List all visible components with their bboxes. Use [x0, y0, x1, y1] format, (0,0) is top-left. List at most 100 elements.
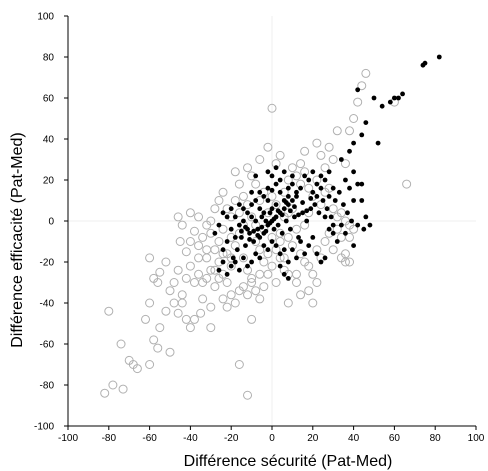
open-point — [194, 212, 204, 222]
open-point — [267, 261, 277, 271]
filled-point — [287, 226, 293, 232]
open-point — [238, 253, 248, 263]
filled-point — [326, 169, 332, 175]
filled-point — [259, 214, 265, 220]
filled-point — [283, 218, 289, 224]
filled-point — [281, 247, 287, 253]
filled-point — [359, 181, 365, 187]
open-point — [243, 290, 253, 300]
filled-point — [251, 239, 257, 244]
open-point — [340, 159, 350, 169]
open-point — [259, 282, 269, 292]
filled-point — [232, 259, 238, 265]
filled-point — [257, 189, 263, 195]
filled-point — [343, 230, 348, 236]
filled-point — [249, 189, 255, 195]
filled-point — [259, 224, 265, 230]
filled-point — [318, 259, 324, 265]
open-point — [312, 278, 322, 287]
y-axis-title: Différence efficacité (Pat-Med) — [9, 132, 26, 348]
filled-point — [292, 214, 297, 220]
filled-point — [245, 263, 250, 269]
filled-point — [277, 263, 283, 269]
filled-point — [294, 194, 299, 199]
open-point — [234, 179, 244, 189]
filled-point — [271, 226, 277, 232]
filled-point — [290, 198, 295, 203]
y-tick-label: 40 — [43, 135, 55, 146]
x-tick-label: 0 — [269, 433, 275, 444]
filled-point — [281, 206, 287, 212]
open-point — [210, 282, 220, 292]
filled-point — [314, 181, 320, 187]
open-point — [202, 245, 212, 255]
open-point — [357, 81, 367, 91]
open-point — [153, 343, 163, 353]
filled-point — [310, 189, 316, 195]
filled-point — [265, 247, 271, 253]
filled-point — [251, 228, 257, 234]
open-point — [161, 306, 171, 316]
filled-point — [300, 200, 305, 205]
filled-point — [310, 235, 316, 240]
filled-point — [306, 243, 312, 249]
filled-point — [220, 247, 226, 253]
open-point — [181, 273, 191, 283]
filled-point — [269, 239, 275, 244]
filled-point — [322, 177, 328, 183]
filled-point — [241, 206, 246, 212]
open-point — [324, 142, 334, 152]
open-point — [255, 269, 265, 279]
filled-point — [306, 177, 312, 183]
open-point — [320, 163, 330, 173]
y-axis-ticks: 100 80 60 40 20 0 -20 -40 -60 -80 -100 — [34, 12, 68, 433]
open-point — [283, 298, 293, 308]
open-point — [259, 257, 269, 267]
filled-point — [234, 247, 240, 253]
filled-point — [312, 202, 318, 208]
filled-point — [400, 91, 405, 97]
filled-point — [351, 243, 356, 249]
open-point — [177, 298, 187, 308]
open-point — [234, 360, 244, 369]
filled-point — [239, 235, 244, 240]
open-point — [308, 269, 318, 279]
filled-point — [324, 206, 330, 212]
filled-point — [269, 187, 275, 193]
open-point — [145, 360, 155, 369]
filled-point — [302, 173, 308, 179]
open-point — [349, 224, 359, 234]
filled-point — [298, 185, 303, 191]
filled-point — [273, 165, 279, 171]
open-point — [402, 179, 412, 189]
open-point — [271, 200, 281, 210]
filled-point — [363, 120, 369, 125]
open-point — [349, 114, 359, 123]
open-point — [173, 212, 183, 222]
open-point — [161, 257, 171, 267]
y-tick-label: -100 — [34, 422, 54, 433]
filled-point — [275, 222, 281, 228]
open-point — [177, 220, 187, 230]
filled-point — [228, 263, 234, 269]
open-point — [189, 226, 199, 236]
filled-point — [318, 173, 324, 179]
open-point — [296, 290, 306, 300]
filled-point — [420, 62, 426, 68]
open-point — [247, 212, 257, 222]
filled-point — [224, 239, 230, 244]
open-point — [332, 126, 342, 136]
open-point — [267, 103, 277, 113]
filled-point — [349, 218, 354, 224]
filled-point — [304, 208, 310, 214]
open-point — [206, 216, 216, 226]
open-point — [283, 232, 293, 242]
filled-point — [239, 228, 244, 234]
filled-point — [287, 208, 293, 214]
filled-point — [363, 214, 369, 220]
filled-point — [330, 222, 336, 228]
open-point — [312, 138, 322, 148]
filled-point — [330, 185, 336, 191]
x-axis-ticks: -100 -80 -60 -40 -20 0 20 40 60 80 100 — [58, 426, 485, 444]
open-point — [345, 257, 355, 267]
